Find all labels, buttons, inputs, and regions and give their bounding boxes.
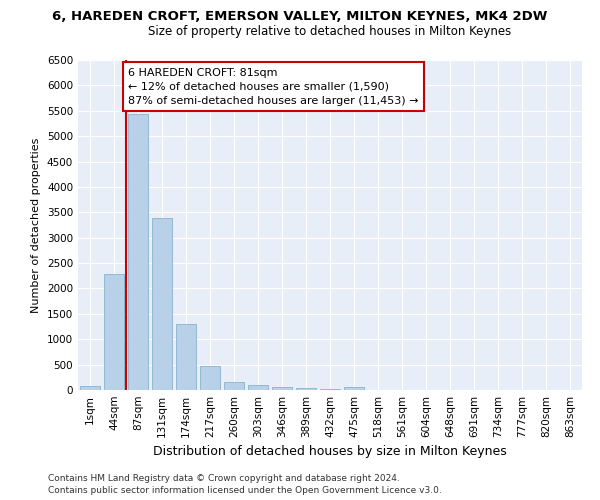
Bar <box>272 387 292 390</box>
Bar <box>80 386 100 390</box>
Title: Size of property relative to detached houses in Milton Keynes: Size of property relative to detached ho… <box>148 25 512 38</box>
X-axis label: Distribution of detached houses by size in Milton Keynes: Distribution of detached houses by size … <box>153 446 507 458</box>
Bar <box>248 386 268 390</box>
Bar <box>200 366 220 390</box>
Text: Contains HM Land Registry data © Crown copyright and database right 2024.
Contai: Contains HM Land Registry data © Crown c… <box>48 474 442 495</box>
Text: 6 HAREDEN CROFT: 81sqm
← 12% of detached houses are smaller (1,590)
87% of semi-: 6 HAREDEN CROFT: 81sqm ← 12% of detached… <box>128 68 419 106</box>
Bar <box>320 389 340 390</box>
Bar <box>176 324 196 390</box>
Bar <box>128 114 148 390</box>
Text: 6, HAREDEN CROFT, EMERSON VALLEY, MILTON KEYNES, MK4 2DW: 6, HAREDEN CROFT, EMERSON VALLEY, MILTON… <box>52 10 548 23</box>
Bar <box>104 274 124 390</box>
Bar <box>224 382 244 390</box>
Bar <box>296 388 316 390</box>
Y-axis label: Number of detached properties: Number of detached properties <box>31 138 41 312</box>
Bar <box>152 218 172 390</box>
Bar <box>344 387 364 390</box>
